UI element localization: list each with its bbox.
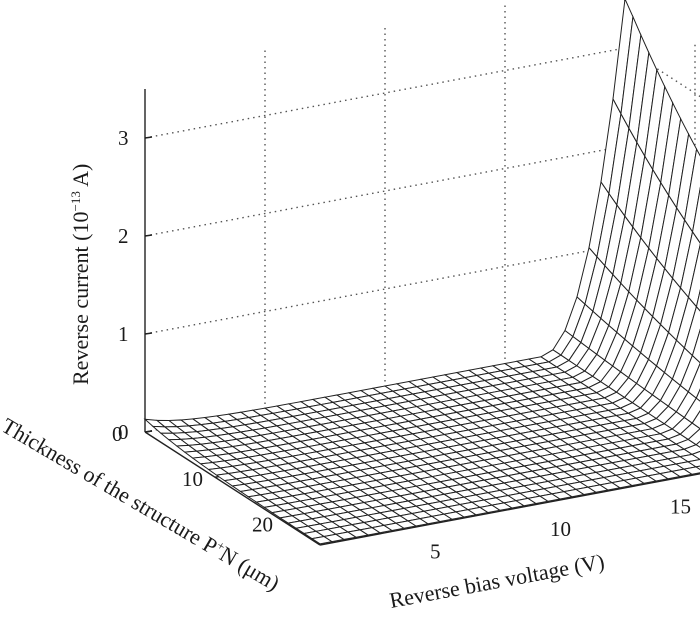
surface-cell xyxy=(691,450,700,461)
surface-layer xyxy=(143,0,700,545)
x-axis-title: Reverse bias voltage (V) xyxy=(387,549,606,613)
y-axis-line xyxy=(144,431,321,546)
surface-cell xyxy=(687,428,700,446)
x-tick-label: 5 xyxy=(430,540,441,564)
y-tick-label: 10 xyxy=(182,467,203,491)
z-tick-label: 2 xyxy=(118,224,129,248)
z-tick-label: 0 xyxy=(118,420,129,444)
surface-cell xyxy=(692,186,700,244)
grid-line-z xyxy=(144,145,626,237)
surface-cell xyxy=(687,243,700,308)
x-tick-label: 10 xyxy=(550,517,571,541)
surface-cell xyxy=(695,388,700,402)
x-tick-label: 15 xyxy=(670,495,691,519)
labels-layer: 0123010205101520 xyxy=(112,126,691,564)
z-axis-title: Reverse current (10−13 A) xyxy=(68,164,93,385)
y-tick-label: 0 xyxy=(112,422,123,446)
surface-cell xyxy=(695,289,700,312)
z-tick-label: 3 xyxy=(118,126,129,150)
y-tick xyxy=(144,430,153,433)
z-tick xyxy=(144,332,153,335)
surface-cell xyxy=(683,444,700,455)
y-tick-label: 20 xyxy=(252,512,273,536)
z-tick xyxy=(144,136,153,139)
surface-cell xyxy=(695,440,700,448)
surface-cell xyxy=(679,354,700,393)
surface-cell xyxy=(682,466,700,475)
surface-cell xyxy=(678,453,700,463)
surface-cell xyxy=(687,362,700,399)
surface-cell xyxy=(691,410,700,430)
z-tick xyxy=(144,234,153,237)
surface-cell xyxy=(686,459,700,468)
surface-cell xyxy=(694,465,700,471)
z-tick-label: 1 xyxy=(118,322,129,346)
surface-cell xyxy=(680,230,700,299)
surface-cell xyxy=(683,305,700,357)
surface-cell xyxy=(679,422,700,441)
surface-cell xyxy=(691,328,700,364)
